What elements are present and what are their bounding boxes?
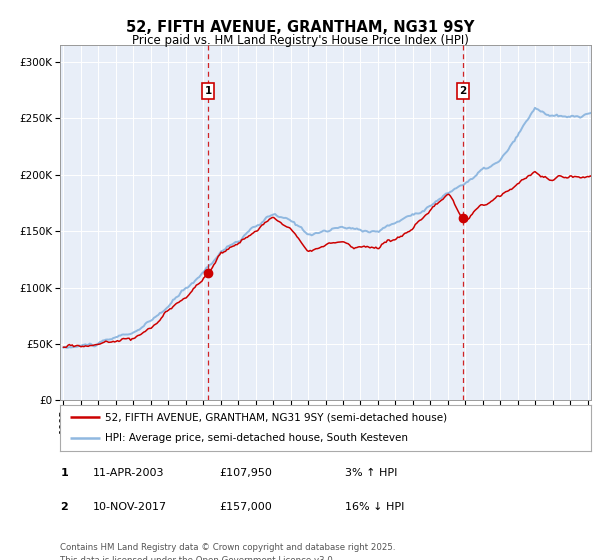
Text: 52, FIFTH AVENUE, GRANTHAM, NG31 9SY (semi-detached house): 52, FIFTH AVENUE, GRANTHAM, NG31 9SY (se… [105, 412, 447, 422]
Text: 16% ↓ HPI: 16% ↓ HPI [345, 502, 404, 512]
Text: £107,950: £107,950 [219, 468, 272, 478]
Text: 1: 1 [205, 86, 212, 96]
Text: 1: 1 [61, 468, 68, 478]
Text: 3% ↑ HPI: 3% ↑ HPI [345, 468, 397, 478]
Text: £157,000: £157,000 [219, 502, 272, 512]
Text: Contains HM Land Registry data © Crown copyright and database right 2025.
This d: Contains HM Land Registry data © Crown c… [60, 543, 395, 560]
Text: 2: 2 [459, 86, 466, 96]
Text: 52, FIFTH AVENUE, GRANTHAM, NG31 9SY: 52, FIFTH AVENUE, GRANTHAM, NG31 9SY [126, 20, 474, 35]
Text: Price paid vs. HM Land Registry's House Price Index (HPI): Price paid vs. HM Land Registry's House … [131, 34, 469, 46]
Text: HPI: Average price, semi-detached house, South Kesteven: HPI: Average price, semi-detached house,… [105, 433, 408, 444]
Text: 11-APR-2003: 11-APR-2003 [93, 468, 164, 478]
Text: 10-NOV-2017: 10-NOV-2017 [93, 502, 167, 512]
Text: 2: 2 [61, 502, 68, 512]
